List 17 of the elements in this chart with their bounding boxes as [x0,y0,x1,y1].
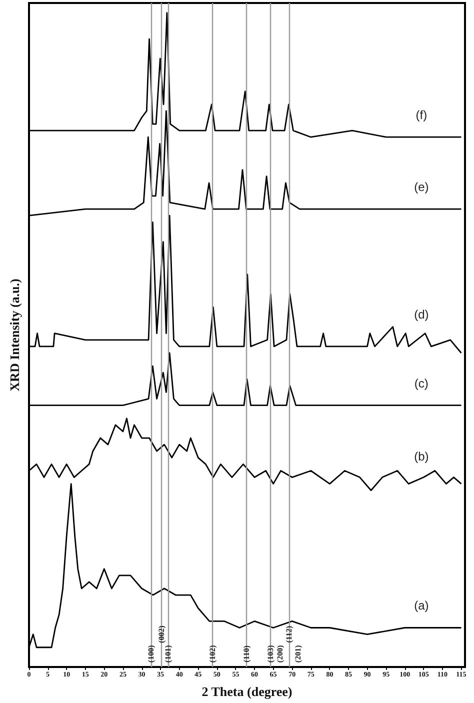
annotation: (101) [164,644,173,663]
series-label: (b) [414,449,429,464]
series-label: (f) [416,108,428,122]
annotation: (200) [276,644,285,663]
annotation: (002) [157,625,166,643]
annotation: (201) [294,644,303,663]
x-axis-title: 2 Theta (degree) [202,684,292,699]
annotation: (100) [146,644,156,663]
annotation: (112) [284,626,294,643]
series-label: (e) [414,180,429,194]
annotation: (103) [266,644,275,663]
series-label: (a) [414,598,429,613]
series-label: (d) [414,307,429,322]
y-axis-title: XRD Intensity (a.u.) [7,278,22,392]
annotation: (110) [242,645,252,662]
annotation: (102) [208,644,217,663]
series-label: (c) [414,376,428,390]
